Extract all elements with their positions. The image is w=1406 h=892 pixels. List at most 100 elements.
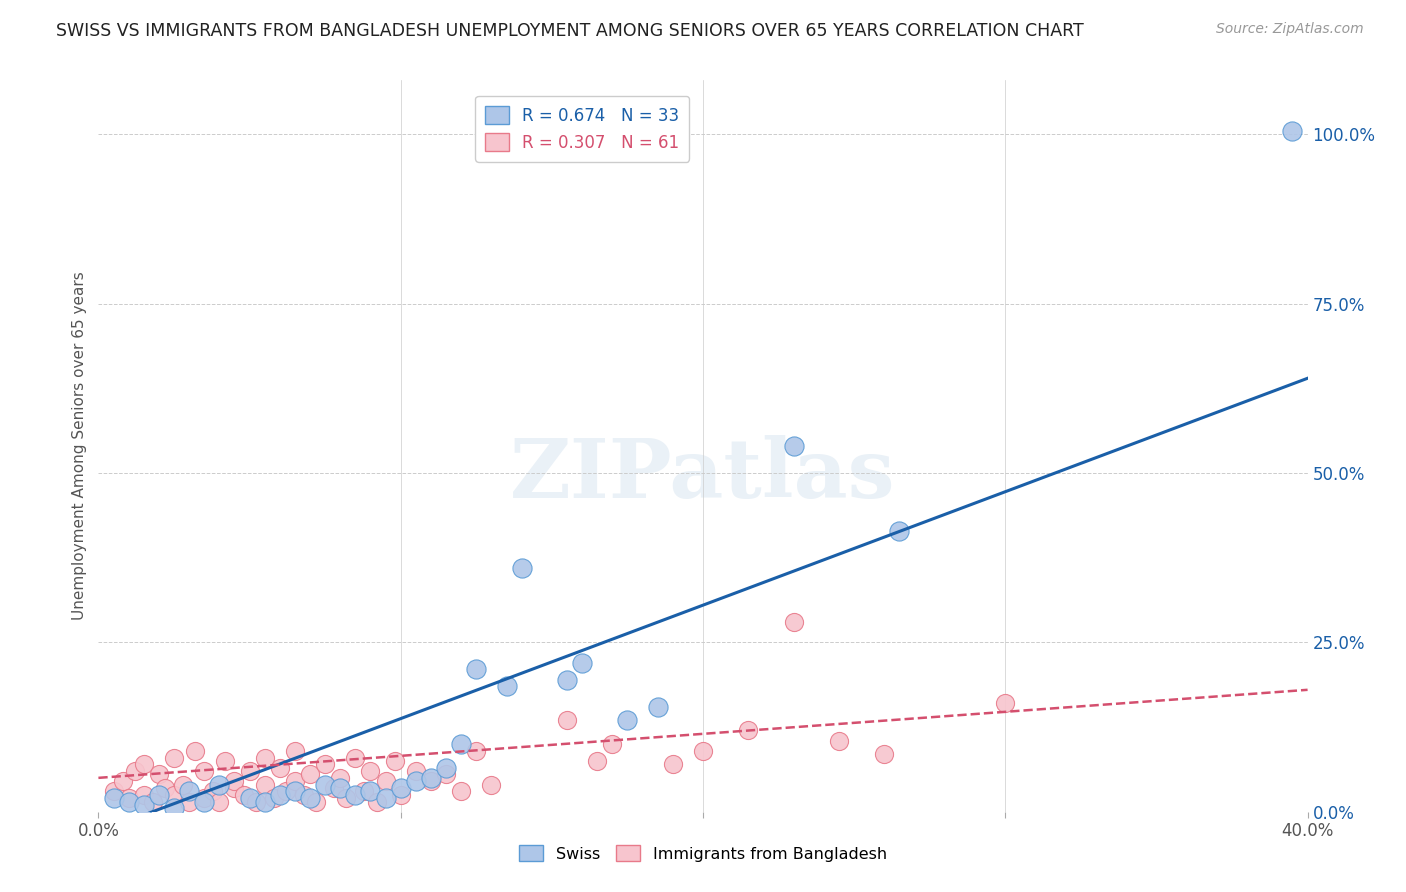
Point bbox=[305, 795, 328, 809]
Point bbox=[239, 764, 262, 778]
Point bbox=[148, 767, 170, 781]
Point bbox=[661, 757, 683, 772]
Point bbox=[193, 764, 215, 778]
Point bbox=[450, 784, 472, 798]
Point bbox=[465, 663, 488, 677]
Point bbox=[284, 784, 307, 798]
Point bbox=[284, 774, 307, 789]
Point bbox=[783, 439, 806, 453]
Point bbox=[224, 780, 246, 795]
Point bbox=[434, 767, 457, 781]
Point bbox=[420, 771, 443, 785]
Point bbox=[172, 778, 194, 792]
Point bbox=[450, 737, 472, 751]
Point bbox=[132, 788, 155, 802]
Point bbox=[374, 791, 396, 805]
Point bbox=[214, 754, 236, 768]
Point bbox=[344, 788, 367, 802]
Point bbox=[124, 764, 146, 778]
Point bbox=[1281, 124, 1303, 138]
Point bbox=[153, 780, 176, 795]
Point bbox=[405, 774, 427, 789]
Point bbox=[353, 784, 375, 798]
Point bbox=[994, 697, 1017, 711]
Point bbox=[142, 795, 165, 809]
Point bbox=[510, 561, 533, 575]
Point bbox=[323, 780, 346, 795]
Point bbox=[263, 791, 285, 805]
Point bbox=[420, 774, 443, 789]
Point bbox=[163, 788, 186, 802]
Point bbox=[434, 761, 457, 775]
Point bbox=[602, 737, 624, 751]
Point bbox=[179, 784, 201, 798]
Point bbox=[384, 754, 406, 768]
Point bbox=[253, 778, 276, 792]
Point bbox=[737, 723, 759, 738]
Point bbox=[783, 615, 806, 629]
Point bbox=[179, 795, 201, 809]
Point bbox=[148, 788, 170, 802]
Point bbox=[239, 791, 262, 805]
Point bbox=[586, 754, 609, 768]
Legend: R = 0.674   N = 33, R = 0.307   N = 61: R = 0.674 N = 33, R = 0.307 N = 61 bbox=[475, 96, 689, 161]
Text: ZIPatlas: ZIPatlas bbox=[510, 435, 896, 516]
Point bbox=[269, 761, 291, 775]
Y-axis label: Unemployment Among Seniors over 65 years: Unemployment Among Seniors over 65 years bbox=[72, 272, 87, 620]
Point bbox=[245, 795, 267, 809]
Point bbox=[481, 778, 503, 792]
Point bbox=[344, 750, 367, 764]
Point bbox=[329, 780, 352, 795]
Point bbox=[269, 788, 291, 802]
Point bbox=[299, 791, 322, 805]
Point bbox=[184, 744, 207, 758]
Point bbox=[360, 764, 382, 778]
Point bbox=[389, 788, 412, 802]
Point bbox=[118, 791, 141, 805]
Point bbox=[360, 784, 382, 798]
Point bbox=[193, 791, 215, 805]
Point bbox=[692, 744, 714, 758]
Point bbox=[314, 778, 336, 792]
Point bbox=[555, 714, 578, 728]
Text: SWISS VS IMMIGRANTS FROM BANGLADESH UNEMPLOYMENT AMONG SENIORS OVER 65 YEARS COR: SWISS VS IMMIGRANTS FROM BANGLADESH UNEM… bbox=[56, 22, 1084, 40]
Point bbox=[465, 744, 488, 758]
Point bbox=[299, 767, 322, 781]
Point bbox=[253, 750, 276, 764]
Point bbox=[118, 795, 141, 809]
Point bbox=[103, 791, 125, 805]
Point bbox=[224, 774, 246, 789]
Point bbox=[163, 801, 186, 815]
Point bbox=[647, 699, 669, 714]
Point bbox=[873, 747, 896, 761]
Point bbox=[889, 524, 911, 538]
Point bbox=[163, 750, 186, 764]
Point bbox=[495, 680, 517, 694]
Point bbox=[374, 774, 396, 789]
Point bbox=[329, 771, 352, 785]
Point bbox=[284, 744, 307, 758]
Point bbox=[571, 656, 593, 670]
Point bbox=[616, 714, 638, 728]
Point bbox=[193, 795, 215, 809]
Text: Source: ZipAtlas.com: Source: ZipAtlas.com bbox=[1216, 22, 1364, 37]
Point bbox=[828, 733, 851, 747]
Point bbox=[132, 797, 155, 812]
Point bbox=[555, 673, 578, 687]
Point bbox=[253, 795, 276, 809]
Point bbox=[274, 784, 297, 798]
Point bbox=[389, 780, 412, 795]
Point bbox=[208, 778, 231, 792]
Point bbox=[292, 788, 315, 802]
Point bbox=[335, 791, 357, 805]
Point bbox=[232, 788, 254, 802]
Point bbox=[103, 784, 125, 798]
Point bbox=[202, 784, 225, 798]
Point bbox=[405, 764, 427, 778]
Point bbox=[132, 757, 155, 772]
Point bbox=[366, 795, 388, 809]
Point bbox=[111, 774, 134, 789]
Point bbox=[314, 757, 336, 772]
Legend: Swiss, Immigrants from Bangladesh: Swiss, Immigrants from Bangladesh bbox=[513, 838, 893, 868]
Point bbox=[208, 795, 231, 809]
